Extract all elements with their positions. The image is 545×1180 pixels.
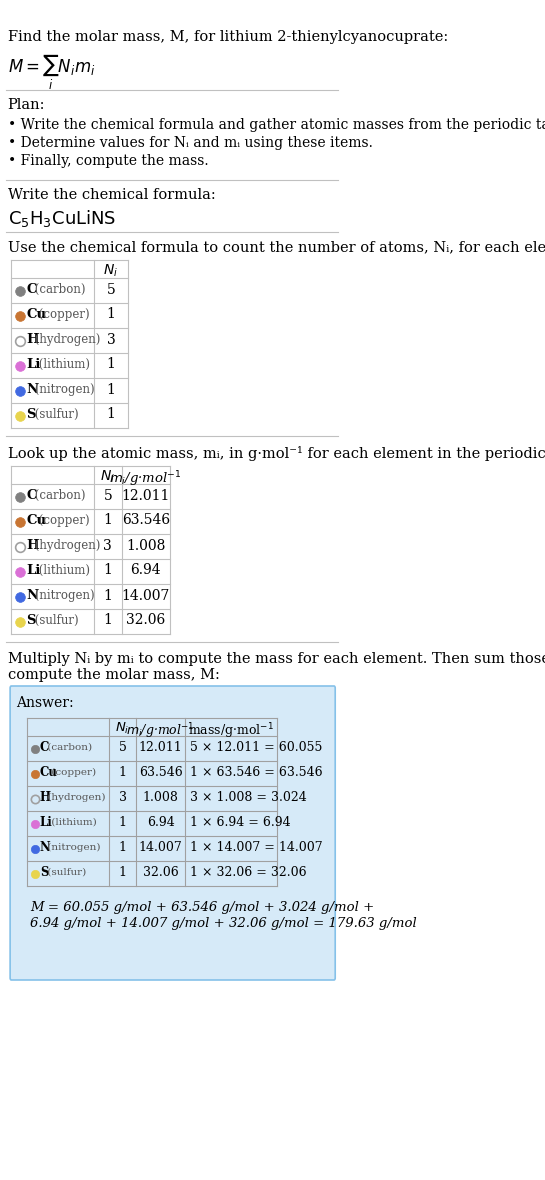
Text: Li: Li — [40, 817, 53, 830]
Text: N: N — [40, 841, 51, 854]
Text: 1.008: 1.008 — [143, 791, 179, 804]
Text: 3: 3 — [107, 333, 116, 347]
Text: $m_i$/g·mol$^{-1}$: $m_i$/g·mol$^{-1}$ — [126, 721, 195, 741]
Text: 1: 1 — [104, 589, 112, 603]
Text: 6.94 g/mol + 14.007 g/mol + 32.06 g/mol = 179.63 g/mol: 6.94 g/mol + 14.007 g/mol + 32.06 g/mol … — [31, 917, 417, 930]
Text: Li: Li — [27, 358, 41, 371]
Text: 12.011: 12.011 — [122, 489, 170, 503]
Text: (nitrogen): (nitrogen) — [31, 589, 95, 602]
Text: (lithium): (lithium) — [35, 564, 90, 577]
Text: 1 × 14.007 = 14.007: 1 × 14.007 = 14.007 — [190, 841, 323, 854]
Text: 1: 1 — [107, 382, 116, 396]
Text: H: H — [27, 333, 39, 346]
Text: S: S — [27, 408, 36, 421]
Text: (nitrogen): (nitrogen) — [44, 843, 101, 852]
Text: S: S — [40, 866, 49, 879]
Text: (hydrogen): (hydrogen) — [44, 793, 106, 802]
Text: $m_i$/g·mol$^{-1}$: $m_i$/g·mol$^{-1}$ — [110, 468, 182, 489]
Text: (sulfur): (sulfur) — [31, 614, 79, 627]
Text: (hydrogen): (hydrogen) — [31, 539, 101, 552]
Text: 1: 1 — [119, 766, 126, 779]
Text: $\mathsf{C_5H_3CuLiNS}$: $\mathsf{C_5H_3CuLiNS}$ — [8, 208, 116, 229]
Text: 1: 1 — [107, 358, 116, 372]
Text: (carbon): (carbon) — [31, 283, 86, 296]
Text: mass/g·mol$^{-1}$: mass/g·mol$^{-1}$ — [188, 721, 274, 741]
Text: 1: 1 — [119, 817, 126, 830]
Text: 5: 5 — [107, 282, 116, 296]
Text: Cu: Cu — [27, 308, 46, 321]
Text: (nitrogen): (nitrogen) — [31, 384, 95, 396]
Text: (sulfur): (sulfur) — [44, 868, 87, 877]
Text: (hydrogen): (hydrogen) — [31, 333, 101, 346]
Text: S: S — [27, 614, 36, 627]
Text: 1: 1 — [104, 513, 112, 527]
Text: $M = \sum_i N_i m_i$: $M = \sum_i N_i m_i$ — [8, 52, 95, 92]
Text: 5: 5 — [119, 741, 126, 754]
Text: 1: 1 — [119, 866, 126, 879]
Text: 63.546: 63.546 — [122, 513, 170, 527]
Text: • Determine values for Nᵢ and mᵢ using these items.: • Determine values for Nᵢ and mᵢ using t… — [8, 136, 372, 150]
Text: (copper): (copper) — [35, 514, 90, 527]
Text: (lithium): (lithium) — [35, 358, 90, 371]
Text: Cu: Cu — [27, 514, 46, 527]
Text: 63.546: 63.546 — [139, 766, 183, 779]
Text: Plan:: Plan: — [8, 98, 45, 112]
Text: 5: 5 — [104, 489, 112, 503]
Text: 12.011: 12.011 — [139, 741, 183, 754]
Text: 3 × 1.008 = 3.024: 3 × 1.008 = 3.024 — [190, 791, 307, 804]
Text: N: N — [27, 589, 39, 602]
Text: 1: 1 — [104, 564, 112, 577]
Text: C: C — [40, 741, 49, 754]
Text: Find the molar mass, M, for lithium 2-thienylcyanocuprate:: Find the molar mass, M, for lithium 2-th… — [8, 30, 448, 44]
Text: Answer:: Answer: — [16, 696, 74, 710]
Text: 5 × 12.011 = 60.055: 5 × 12.011 = 60.055 — [190, 741, 323, 754]
Text: 6.94: 6.94 — [147, 817, 174, 830]
Text: (sulfur): (sulfur) — [31, 408, 79, 421]
Text: (lithium): (lithium) — [48, 818, 97, 827]
Text: 1 × 32.06 = 32.06: 1 × 32.06 = 32.06 — [190, 866, 307, 879]
Text: Li: Li — [27, 564, 41, 577]
Text: 1 × 6.94 = 6.94: 1 × 6.94 = 6.94 — [190, 817, 291, 830]
Text: (copper): (copper) — [48, 768, 96, 778]
Text: H: H — [27, 539, 39, 552]
Text: (carbon): (carbon) — [31, 489, 86, 502]
Text: 14.007: 14.007 — [139, 841, 183, 854]
Text: • Write the chemical formula and gather atomic masses from the periodic table.: • Write the chemical formula and gather … — [8, 118, 545, 132]
Text: 6.94: 6.94 — [130, 564, 161, 577]
Text: 32.06: 32.06 — [126, 614, 166, 628]
Text: 3: 3 — [119, 791, 126, 804]
Text: M = 60.055 g/mol + 63.546 g/mol + 3.024 g/mol +: M = 60.055 g/mol + 63.546 g/mol + 3.024 … — [31, 902, 374, 914]
Text: Use the chemical formula to count the number of atoms, Nᵢ, for each element:: Use the chemical formula to count the nu… — [8, 240, 545, 254]
Text: 1: 1 — [104, 614, 112, 628]
Text: • Finally, compute the mass.: • Finally, compute the mass. — [8, 155, 208, 168]
Text: C: C — [27, 489, 37, 502]
Text: 1.008: 1.008 — [126, 538, 166, 552]
Text: Write the chemical formula:: Write the chemical formula: — [8, 188, 215, 202]
Text: 1: 1 — [119, 841, 126, 854]
FancyBboxPatch shape — [10, 686, 335, 981]
Text: H: H — [40, 791, 51, 804]
Text: $N_i$: $N_i$ — [116, 721, 130, 736]
Text: N: N — [27, 384, 39, 396]
Text: $N_i$: $N_i$ — [104, 263, 118, 280]
Text: Cu: Cu — [40, 766, 58, 779]
Text: Look up the atomic mass, mᵢ, in g·mol⁻¹ for each element in the periodic table:: Look up the atomic mass, mᵢ, in g·mol⁻¹ … — [8, 446, 545, 461]
Text: 1 × 63.546 = 63.546: 1 × 63.546 = 63.546 — [190, 766, 323, 779]
Text: 32.06: 32.06 — [143, 866, 179, 879]
Text: compute the molar mass, M:: compute the molar mass, M: — [8, 668, 220, 682]
Text: (copper): (copper) — [35, 308, 90, 321]
Text: 14.007: 14.007 — [122, 589, 170, 603]
Text: (carbon): (carbon) — [44, 743, 93, 752]
Text: Multiply Nᵢ by mᵢ to compute the mass for each element. Then sum those values to: Multiply Nᵢ by mᵢ to compute the mass fo… — [8, 653, 545, 666]
Text: $N_i$: $N_i$ — [100, 468, 116, 485]
Text: C: C — [27, 283, 37, 296]
Text: 3: 3 — [104, 538, 112, 552]
Text: 1: 1 — [107, 308, 116, 321]
Text: 1: 1 — [107, 407, 116, 421]
